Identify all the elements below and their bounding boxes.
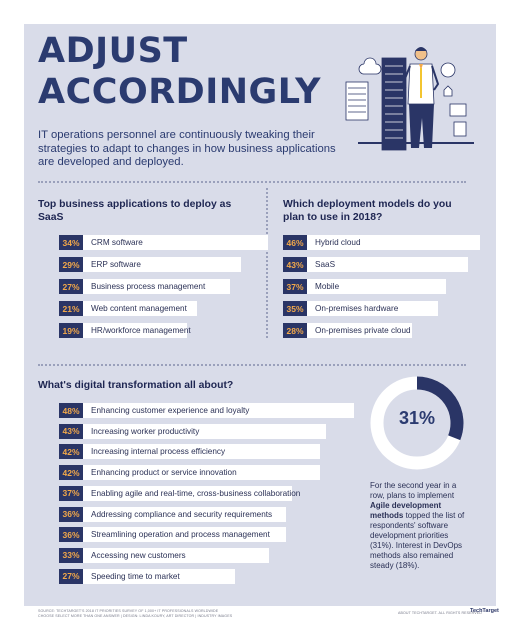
transformation-percent-label: 37% — [59, 485, 83, 501]
transformation-bar: Enabling agile and real-time, cross-busi… — [83, 485, 300, 501]
transformation-bar: Enhancing customer experience and loyalt… — [83, 403, 354, 418]
deployment-percent-label: 46% — [283, 235, 307, 250]
saas-bar: HR/workforce management — [83, 323, 191, 338]
transformation-row: 36% Streamlining operation and process ma… — [59, 527, 287, 543]
agile-note-part-2: topped the list of respondents' software… — [370, 511, 465, 570]
saas-percent-label: 19% — [59, 323, 83, 338]
saas-row: 21% Web content management — [59, 301, 198, 316]
transformation-bar: Increasing worker productivity — [83, 423, 326, 439]
saas-bar: CRM software — [83, 235, 269, 250]
saas-percent-label: 21% — [59, 301, 83, 316]
saas-percent-label: 27% — [59, 279, 83, 294]
transformation-row: 33% Accessing new customers — [59, 547, 270, 563]
title-line-2: ACCORDINGLY — [38, 72, 321, 112]
deployment-percent-label: 37% — [283, 279, 307, 294]
transformation-row: 43% Increasing worker productivity — [59, 423, 326, 439]
saas-section-title: Top business applications to deploy as S… — [38, 199, 232, 223]
transformation-percent-label: 36% — [59, 527, 83, 543]
transformation-bar: Streamlining operation and process manag… — [83, 527, 287, 543]
saas-row: 19% HR/workforce management — [59, 323, 191, 338]
transformation-row: 36% Addressing compliance and security re… — [59, 506, 287, 522]
divider-top — [38, 181, 466, 183]
transformation-bar: Addressing compliance and security requi… — [83, 506, 287, 522]
footer-source-line-1: SOURCE: TECHTARGET'S 2018 IT PRIORITIES … — [38, 609, 219, 613]
title-line-1: ADJUST — [38, 31, 188, 71]
deployment-row: 43% SaaS — [283, 257, 469, 272]
deployment-row: 35% On-premises hardware — [283, 301, 439, 316]
transformation-row: 42% Enhancing product or service innovati… — [59, 465, 320, 481]
transformation-bar: Accessing new customers — [83, 547, 270, 563]
divider-vertical — [266, 188, 268, 338]
deployment-bar: On-premises hardware — [307, 301, 439, 316]
transformation-row: 48% Enhancing customer experience and loy… — [59, 403, 354, 418]
agile-note-bold: Agile development methods — [370, 501, 442, 520]
transformation-bar: Enhancing product or service innovation — [83, 465, 320, 481]
transformation-row: 42% Increasing internal process efficienc… — [59, 444, 320, 460]
saas-bar: Web content management — [83, 301, 198, 316]
agile-note: For the second year in a row, plans to i… — [370, 481, 470, 571]
deployment-bar: SaaS — [307, 257, 469, 272]
saas-percent-label: 34% — [59, 235, 83, 250]
footer-source-line-2: CHOOSE SELECT MORE THAN ONE ANSWER | DES… — [38, 614, 233, 618]
saas-row: 29% ERP software — [59, 257, 242, 272]
transformation-percent-label: 36% — [59, 506, 83, 522]
transformation-percent-label: 48% — [59, 403, 83, 418]
deployment-bar: Mobile — [307, 279, 446, 294]
agile-note-part-1: For the second year in a row, plans to i… — [370, 481, 457, 500]
techtarget-logo: TechTarget — [470, 608, 499, 614]
transformation-percent-label: 33% — [59, 547, 83, 563]
donut-percent-label: 31% — [398, 408, 436, 428]
donut-arc-agile — [416, 376, 464, 441]
deployment-row: 28% On-premises private cloud — [283, 323, 412, 338]
saas-row: 34% CRM software — [59, 235, 269, 250]
transformation-row: 37% Enabling agile and real-time, cross-b… — [59, 485, 300, 501]
agile-donut-chart — [370, 376, 464, 470]
footer-copyright: ABOUT TECHTARGET. ALL RIGHTS RESERVED — [398, 611, 482, 615]
deployment-percent-label: 35% — [283, 301, 307, 316]
transformation-percent-label: 42% — [59, 465, 83, 481]
transformation-bar: Increasing internal process efficiency — [83, 444, 320, 460]
transformation-percent-label: 27% — [59, 568, 83, 584]
saas-bar: ERP software — [83, 257, 242, 272]
transformation-bar: Speeding time to market — [83, 568, 236, 584]
deployment-percent-label: 28% — [283, 323, 307, 338]
saas-percent-label: 29% — [59, 257, 83, 272]
transformation-row: 27% Speeding time to market — [59, 568, 236, 584]
deployment-bar: On-premises private cloud — [307, 323, 412, 338]
deployment-percent-label: 43% — [283, 257, 307, 272]
transformation-percent-label: 43% — [59, 423, 83, 439]
deployment-bar: Hybrid cloud — [307, 235, 480, 250]
transformation-percent-label: 42% — [59, 444, 83, 460]
saas-row: 27% Business process management — [59, 279, 231, 294]
deployment-row: 37% Mobile — [283, 279, 446, 294]
saas-bar: Business process management — [83, 279, 231, 294]
deployment-row: 46% Hybrid cloud — [283, 235, 480, 250]
server-man-illustration — [345, 47, 474, 151]
divider-middle — [38, 364, 466, 366]
intro-text: IT operations personnel are continuously… — [38, 129, 336, 168]
deployment-section-title: Which deployment models do you plan to u… — [283, 199, 452, 223]
transformation-section-title: What's digital transformation all about? — [38, 380, 234, 391]
